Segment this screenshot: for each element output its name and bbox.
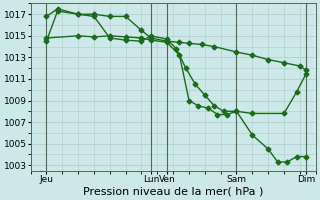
X-axis label: Pression niveau de la mer( hPa ): Pression niveau de la mer( hPa ) [83,187,263,197]
